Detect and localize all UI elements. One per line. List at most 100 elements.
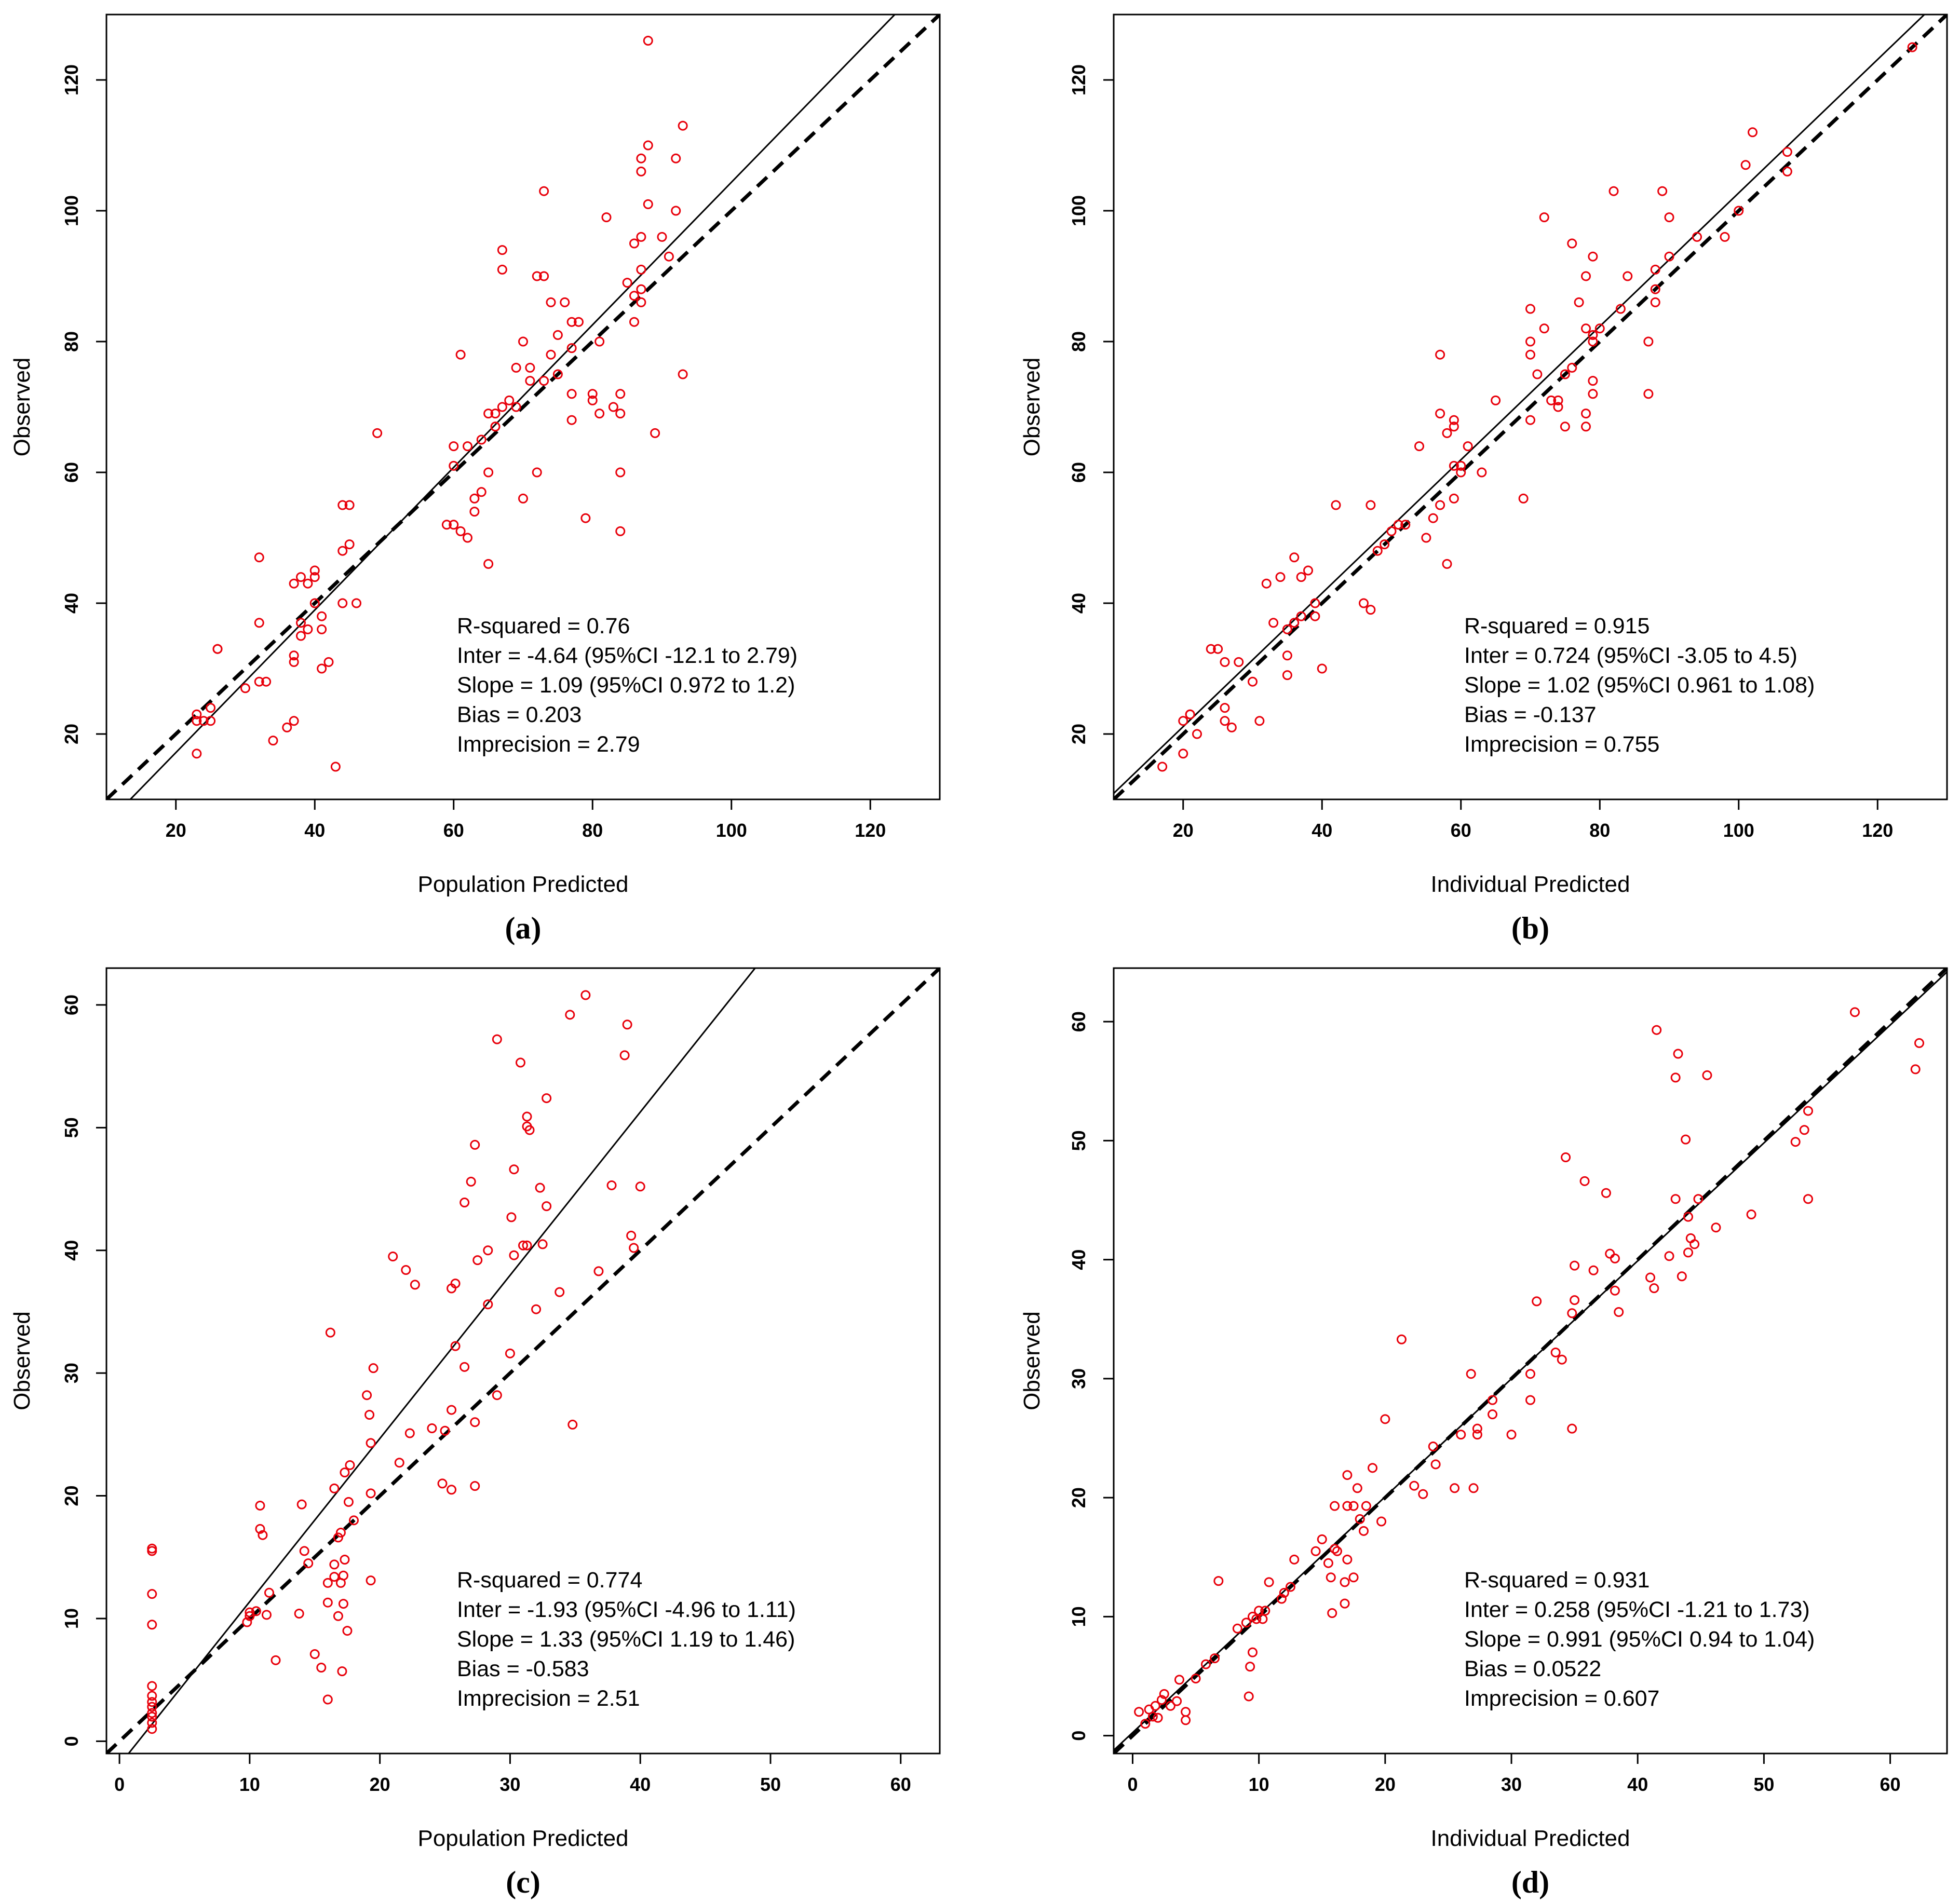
data-point	[555, 1287, 565, 1297]
data-point	[1649, 1283, 1659, 1294]
data-point	[1340, 1598, 1350, 1609]
data-point	[1532, 1296, 1542, 1307]
data-point	[317, 611, 327, 621]
panel-label: (b)	[1511, 911, 1549, 945]
data-point	[560, 297, 570, 307]
data-point	[1220, 716, 1230, 726]
data-point	[497, 402, 507, 412]
data-point	[455, 349, 466, 360]
data-point	[1643, 336, 1654, 347]
y-tick-label: 30	[1068, 1368, 1089, 1389]
data-point	[364, 1410, 375, 1420]
data-point	[1588, 389, 1598, 399]
data-point	[469, 493, 480, 504]
data-point	[1421, 533, 1431, 543]
data-point	[1342, 1470, 1353, 1480]
y-tick-label: 10	[61, 1608, 82, 1629]
x-tick-label: 60	[443, 820, 464, 841]
stats-line: Inter = 0.258 (95%CI -1.21 to 1.73)	[1464, 1597, 1810, 1622]
y-tick-label: 100	[1068, 195, 1089, 226]
data-point	[1153, 1712, 1163, 1723]
data-point	[348, 1515, 359, 1526]
data-point	[629, 317, 639, 327]
data-point	[1673, 1049, 1683, 1059]
data-point	[261, 1610, 272, 1620]
data-point	[1435, 500, 1445, 510]
plot-frame	[105, 967, 941, 1755]
data-point	[1310, 1546, 1321, 1556]
data-point	[626, 1230, 637, 1241]
identity-line	[106, 15, 940, 799]
data-point	[1449, 415, 1459, 425]
data-point	[525, 376, 535, 386]
data-point	[1614, 1307, 1624, 1317]
data-point	[1567, 1308, 1577, 1318]
data-point	[1418, 1489, 1428, 1499]
data-point	[192, 716, 202, 726]
data-point	[271, 1655, 281, 1665]
data-point	[1588, 251, 1598, 262]
data-point	[552, 330, 563, 340]
data-point	[664, 251, 674, 262]
data-point	[497, 264, 507, 275]
data-point	[1317, 1534, 1327, 1544]
data-point	[1264, 1577, 1274, 1587]
data-point	[294, 1608, 304, 1619]
data-point	[1355, 1514, 1365, 1524]
data-point	[303, 578, 313, 589]
data-point	[629, 291, 639, 301]
data-point	[296, 1499, 307, 1510]
data-point	[1450, 1483, 1460, 1493]
data-point	[466, 1176, 476, 1187]
data-point	[1428, 513, 1438, 523]
data-point	[1608, 186, 1619, 196]
data-point	[1279, 1588, 1289, 1598]
stats-line: Imprecision = 2.79	[457, 732, 640, 757]
data-point	[483, 1245, 493, 1256]
data-point	[504, 395, 515, 405]
data-point	[1525, 304, 1535, 314]
x-tick-label: 20	[1173, 820, 1194, 841]
data-point	[629, 1243, 639, 1253]
data-point	[629, 238, 639, 249]
data-point	[1532, 369, 1543, 379]
stats-line: Imprecision = 0.607	[1464, 1686, 1659, 1711]
data-point	[1463, 441, 1473, 452]
data-point	[1525, 336, 1535, 347]
data-point	[532, 271, 542, 281]
data-point	[333, 1611, 343, 1621]
data-point	[366, 1438, 376, 1448]
data-point	[566, 343, 577, 354]
data-point	[1488, 1395, 1498, 1405]
y-tick-label: 120	[1068, 64, 1089, 96]
data-point	[1560, 422, 1570, 432]
data-point	[1156, 1695, 1167, 1705]
data-point	[338, 1599, 348, 1609]
data-point	[511, 402, 521, 412]
data-point	[147, 1620, 157, 1630]
data-point	[251, 1606, 261, 1616]
data-point	[1782, 147, 1792, 157]
data-point	[1491, 395, 1501, 405]
data-point	[636, 264, 646, 275]
x-tick-label: 120	[1862, 820, 1893, 841]
data-point	[522, 1240, 532, 1250]
data-point	[1276, 1594, 1287, 1604]
data-point	[289, 657, 299, 667]
data-point	[1400, 520, 1411, 530]
x-tick-label: 40	[1312, 820, 1332, 841]
data-point	[622, 1020, 632, 1030]
data-point	[449, 441, 459, 452]
data-point	[1579, 1176, 1590, 1186]
data-point	[335, 1527, 346, 1538]
data-point	[678, 120, 688, 131]
data-point	[1260, 1606, 1270, 1616]
stats-line: Bias = -0.583	[457, 1656, 589, 1681]
data-point	[1689, 1239, 1700, 1249]
data-point	[615, 467, 626, 478]
y-tick-label: 10	[1068, 1606, 1089, 1627]
data-point	[518, 493, 528, 504]
data-point	[1220, 657, 1230, 667]
data-point	[1359, 1526, 1369, 1536]
data-point	[470, 1481, 480, 1491]
